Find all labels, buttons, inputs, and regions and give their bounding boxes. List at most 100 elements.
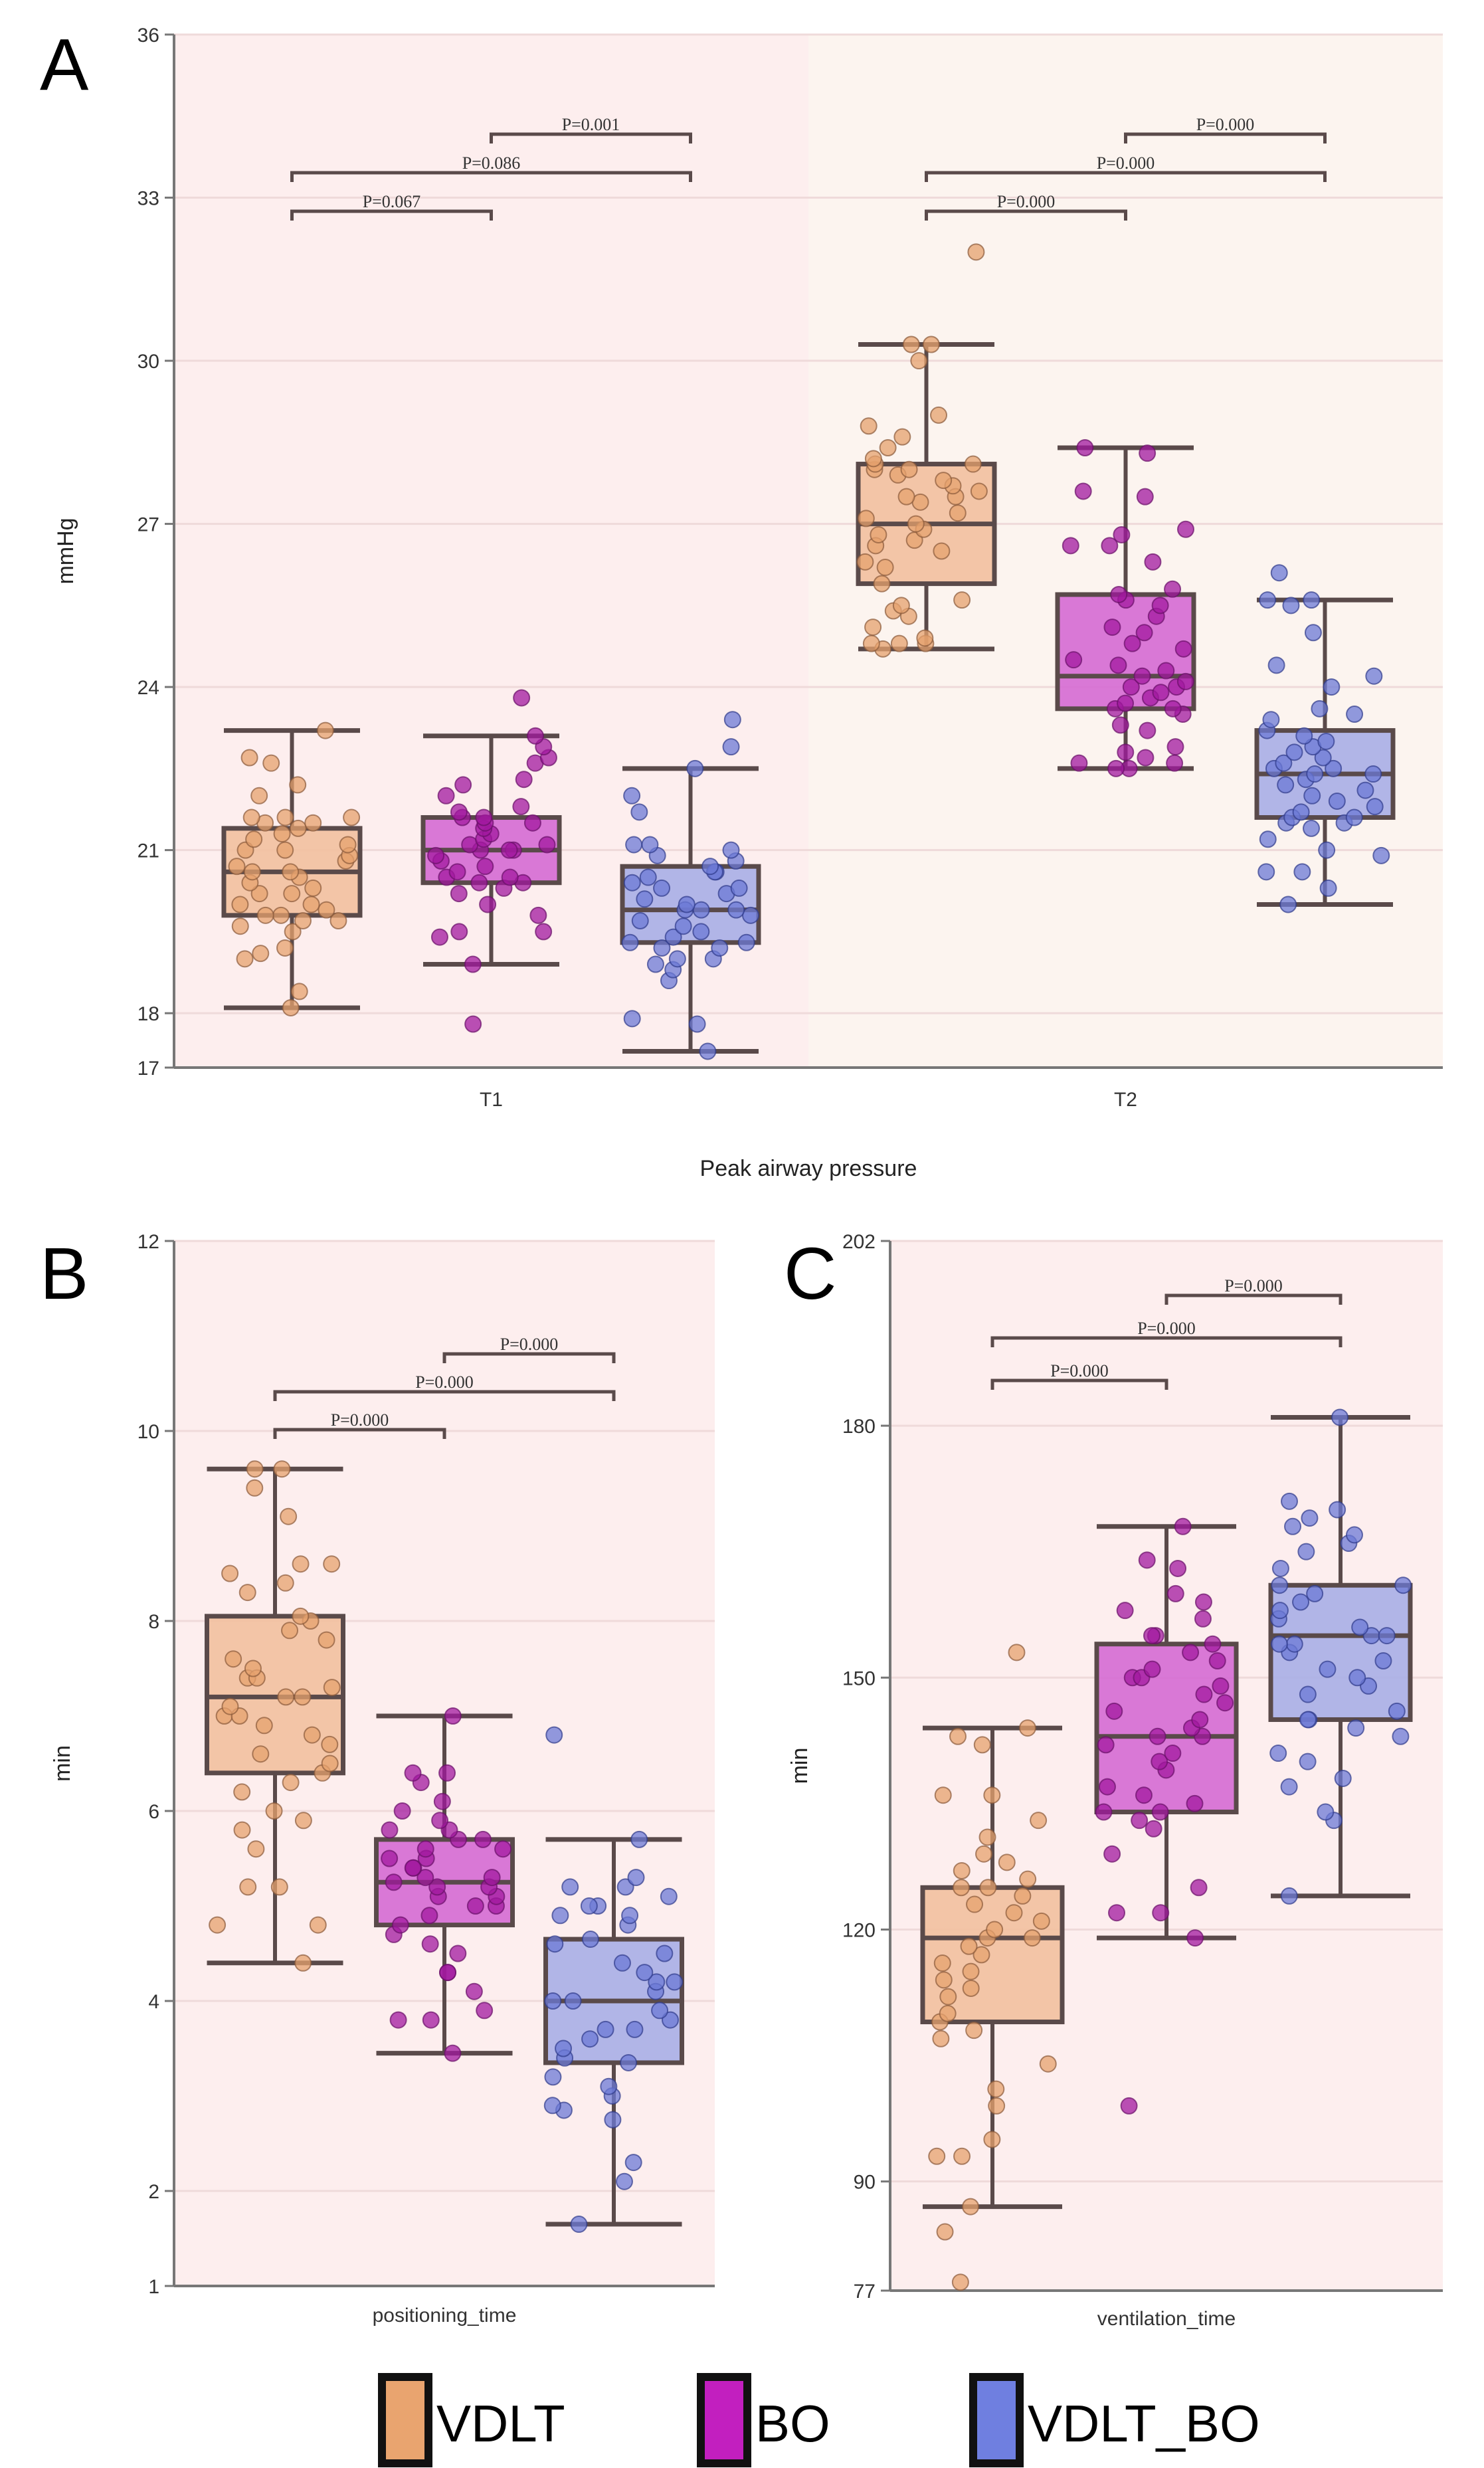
bracket-line [925, 171, 1327, 182]
data-point [1378, 1627, 1396, 1645]
data-point [544, 1992, 562, 2010]
significance-bracket: P=0.000 [990, 1319, 1343, 1347]
data-point [1117, 743, 1135, 761]
data-point [930, 406, 948, 424]
data-point [231, 896, 249, 913]
data-point [864, 618, 882, 636]
data-point [1299, 1685, 1317, 1703]
data-point [988, 2097, 1006, 2115]
panel-b: 124681012Bminpositioning_timeP=0.000P=0.… [40, 1231, 715, 2326]
data-point [1331, 1408, 1349, 1426]
data-point [1365, 667, 1383, 685]
data-point [890, 634, 908, 652]
data-point [651, 2002, 669, 2020]
p-value-label: P=0.001 [562, 115, 620, 134]
bracket-line [290, 209, 493, 221]
data-point [555, 2040, 573, 2057]
y-tick-label: 33 [138, 188, 159, 210]
data-point [973, 1736, 991, 1754]
data-point [1269, 1745, 1287, 1762]
data-point [953, 1862, 971, 1879]
p-value-label: P=0.000 [331, 1410, 389, 1430]
box-vdlt [856, 243, 997, 658]
data-point [389, 2011, 407, 2029]
data-point [1345, 1526, 1363, 1544]
data-point [381, 1821, 399, 1839]
x-tick-label: T1 [480, 1089, 503, 1111]
data-point [1394, 1576, 1412, 1594]
data-point [430, 928, 448, 946]
data-point [636, 890, 654, 908]
box-bo [420, 689, 562, 1033]
data-point [627, 1869, 645, 1887]
data-point [246, 1460, 264, 1478]
y-tick-label: 120 [842, 1919, 876, 1941]
data-point [450, 923, 468, 941]
data-point [470, 874, 488, 892]
data-point [939, 2004, 957, 2022]
data-point [597, 2020, 614, 2038]
data-point [1120, 2097, 1138, 2115]
data-point [1111, 716, 1129, 734]
y-axis-title: min [50, 1745, 75, 1782]
data-point [1164, 700, 1182, 717]
data-point [965, 2022, 983, 2040]
data-point [1136, 488, 1154, 506]
legend-label: VDLT [436, 2394, 565, 2453]
data-point [1164, 580, 1182, 598]
data-point [953, 591, 971, 609]
data-point [428, 1878, 446, 1896]
y-tick-label: 36 [138, 25, 159, 47]
data-point [916, 629, 934, 647]
data-point [246, 1479, 264, 1497]
data-point [339, 836, 357, 854]
data-point [321, 1755, 339, 1772]
legend-swatch [378, 2373, 432, 2467]
data-point [450, 803, 468, 821]
bracket-line [990, 1336, 1343, 1347]
data-point [543, 2097, 561, 2115]
data-point [276, 1574, 294, 1592]
data-point [283, 885, 301, 903]
data-point [1135, 1786, 1153, 1804]
bracket-line [490, 132, 692, 143]
data-point [970, 482, 988, 500]
data-point [1151, 1803, 1169, 1821]
data-point [439, 1964, 457, 1982]
data-point [236, 950, 254, 968]
data-point [621, 1907, 639, 1925]
data-point [304, 879, 322, 897]
data-point [692, 901, 710, 919]
data-point [303, 1726, 321, 1744]
x-tick-label: T2 [1114, 1089, 1137, 1111]
y-tick-label: 4 [148, 1991, 159, 2013]
data-point [404, 1859, 422, 1877]
box-bo [1094, 1517, 1239, 2115]
box-iqr [1094, 1642, 1239, 1815]
data-point [1279, 896, 1297, 913]
panel-label: B [40, 1233, 88, 1315]
data-point [276, 841, 294, 859]
data-point [475, 808, 493, 826]
data-point [949, 1727, 967, 1745]
data-point [290, 983, 308, 1000]
data-point [630, 1830, 648, 1848]
p-value-label: P=0.000 [415, 1373, 474, 1392]
data-point [1281, 1492, 1299, 1510]
data-point [294, 912, 312, 930]
data-point [631, 912, 649, 930]
data-point [1152, 1904, 1170, 1922]
data-point [856, 553, 874, 571]
y-tick-label: 180 [842, 1416, 876, 1438]
significance-bracket: P=0.000 [273, 1410, 446, 1439]
data-point [564, 1992, 582, 2010]
data-point [284, 923, 302, 941]
data-point [966, 1895, 984, 1913]
data-point [1005, 1904, 1023, 1922]
data-point [653, 879, 671, 897]
bracket-line [273, 1428, 446, 1439]
data-point [623, 874, 641, 892]
data-point [1164, 1745, 1182, 1762]
data-point [711, 939, 729, 957]
